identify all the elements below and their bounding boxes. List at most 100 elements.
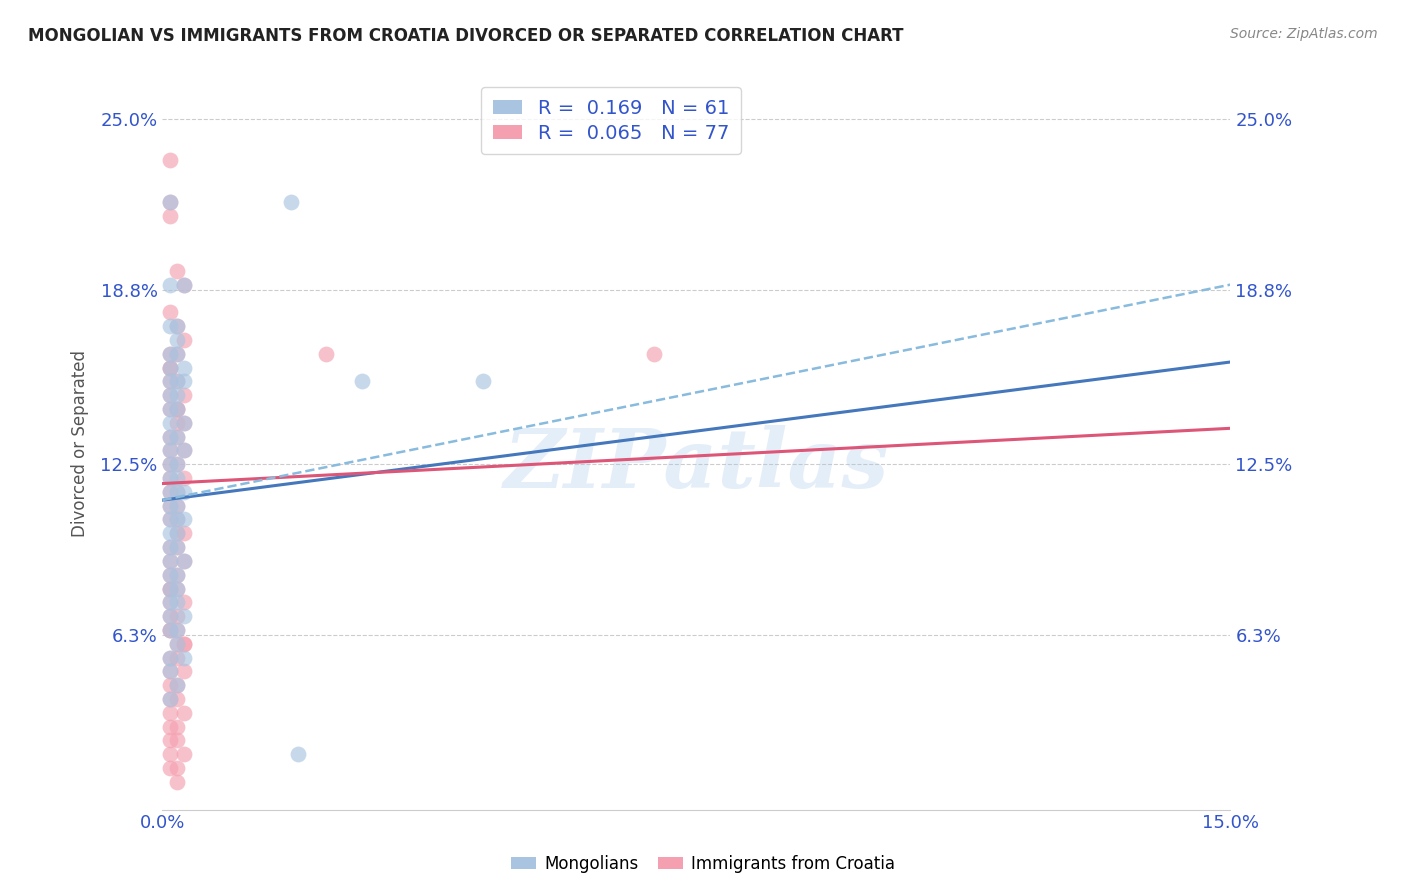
Point bbox=[287, 747, 309, 762]
Point bbox=[173, 609, 195, 624]
Point bbox=[166, 484, 188, 499]
Point bbox=[166, 720, 188, 734]
Point bbox=[173, 747, 195, 762]
Point bbox=[166, 540, 188, 554]
Point bbox=[166, 347, 188, 361]
Point bbox=[166, 512, 188, 526]
Point bbox=[159, 388, 181, 402]
Point bbox=[471, 375, 494, 389]
Point bbox=[159, 733, 181, 747]
Point bbox=[166, 333, 188, 347]
Point bbox=[159, 277, 181, 292]
Point bbox=[166, 678, 188, 692]
Point bbox=[166, 582, 188, 596]
Point bbox=[166, 623, 188, 637]
Point bbox=[159, 429, 181, 443]
Point bbox=[166, 347, 188, 361]
Point bbox=[159, 650, 181, 665]
Point bbox=[159, 457, 181, 471]
Point bbox=[166, 264, 188, 278]
Point bbox=[166, 775, 188, 789]
Point bbox=[166, 692, 188, 706]
Point bbox=[159, 347, 181, 361]
Point bbox=[159, 360, 181, 375]
Point bbox=[166, 375, 188, 389]
Point bbox=[159, 360, 181, 375]
Point bbox=[350, 375, 373, 389]
Point bbox=[159, 194, 181, 209]
Point bbox=[173, 416, 195, 430]
Point bbox=[159, 595, 181, 609]
Point bbox=[166, 457, 188, 471]
Point bbox=[166, 401, 188, 416]
Point bbox=[166, 526, 188, 541]
Point bbox=[166, 540, 188, 554]
Point bbox=[643, 347, 665, 361]
Point bbox=[159, 540, 181, 554]
Point bbox=[159, 484, 181, 499]
Point bbox=[173, 443, 195, 458]
Point bbox=[159, 375, 181, 389]
Point bbox=[159, 650, 181, 665]
Point bbox=[159, 484, 181, 499]
Point bbox=[173, 706, 195, 720]
Point bbox=[173, 416, 195, 430]
Point bbox=[159, 512, 181, 526]
Point bbox=[166, 637, 188, 651]
Point bbox=[159, 429, 181, 443]
Point bbox=[166, 650, 188, 665]
Point bbox=[173, 512, 195, 526]
Point bbox=[166, 623, 188, 637]
Point bbox=[166, 526, 188, 541]
Point bbox=[159, 720, 181, 734]
Point bbox=[159, 595, 181, 609]
Point bbox=[159, 609, 181, 624]
Point bbox=[159, 401, 181, 416]
Point bbox=[166, 388, 188, 402]
Point bbox=[166, 761, 188, 775]
Point bbox=[159, 540, 181, 554]
Point bbox=[159, 416, 181, 430]
Point bbox=[159, 582, 181, 596]
Point bbox=[159, 567, 181, 582]
Y-axis label: Divorced or Separated: Divorced or Separated bbox=[72, 350, 89, 537]
Point bbox=[159, 623, 181, 637]
Point bbox=[173, 333, 195, 347]
Point bbox=[173, 484, 195, 499]
Point bbox=[166, 609, 188, 624]
Point bbox=[166, 429, 188, 443]
Point bbox=[159, 153, 181, 168]
Point bbox=[159, 471, 181, 485]
Point bbox=[173, 637, 195, 651]
Point bbox=[159, 375, 181, 389]
Point bbox=[166, 567, 188, 582]
Text: Source: ZipAtlas.com: Source: ZipAtlas.com bbox=[1230, 27, 1378, 41]
Point bbox=[159, 665, 181, 679]
Point bbox=[159, 443, 181, 458]
Point bbox=[173, 554, 195, 568]
Point bbox=[159, 443, 181, 458]
Point bbox=[173, 637, 195, 651]
Point bbox=[173, 650, 195, 665]
Point bbox=[159, 623, 181, 637]
Point bbox=[159, 692, 181, 706]
Legend: R =  0.169   N = 61, R =  0.065   N = 77: R = 0.169 N = 61, R = 0.065 N = 77 bbox=[481, 87, 741, 154]
Point bbox=[315, 347, 337, 361]
Point bbox=[173, 388, 195, 402]
Point bbox=[166, 582, 188, 596]
Point bbox=[166, 567, 188, 582]
Point bbox=[173, 471, 195, 485]
Point bbox=[166, 457, 188, 471]
Point bbox=[159, 554, 181, 568]
Point bbox=[159, 347, 181, 361]
Point bbox=[166, 637, 188, 651]
Point bbox=[173, 554, 195, 568]
Point bbox=[173, 443, 195, 458]
Point bbox=[159, 499, 181, 513]
Point bbox=[280, 194, 302, 209]
Point bbox=[166, 401, 188, 416]
Point bbox=[166, 484, 188, 499]
Point bbox=[166, 375, 188, 389]
Point bbox=[159, 706, 181, 720]
Point bbox=[166, 401, 188, 416]
